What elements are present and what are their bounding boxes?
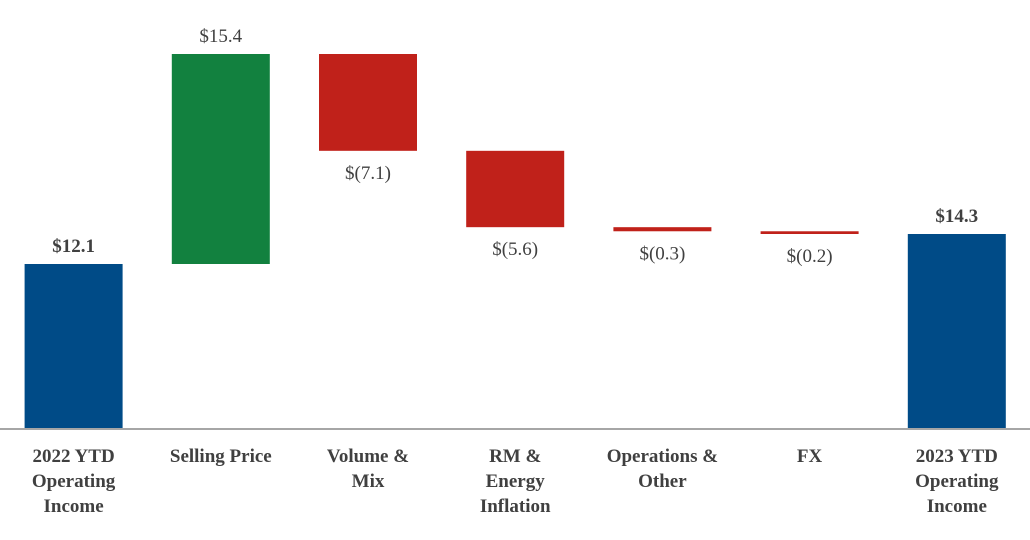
value-label: $(0.3) bbox=[639, 243, 685, 264]
bar bbox=[24, 264, 123, 429]
bar bbox=[466, 150, 565, 228]
x-tick-label: 2022 YTD Operating Income bbox=[31, 446, 116, 517]
x-tick-label: Volume & Mix bbox=[326, 446, 410, 492]
bar bbox=[613, 227, 712, 232]
x-tick-label: FX bbox=[796, 446, 823, 467]
bar bbox=[907, 234, 1006, 429]
value-label: $(5.6) bbox=[492, 239, 538, 260]
value-label: $(7.1) bbox=[345, 163, 391, 184]
x-tick-label: RM & Energy Inflation bbox=[479, 446, 551, 517]
bar bbox=[760, 231, 859, 234]
value-label: $(0.2) bbox=[787, 246, 833, 267]
x-tick-label: Operations & Other bbox=[606, 446, 719, 492]
bar bbox=[171, 54, 270, 264]
value-label: $15.4 bbox=[199, 26, 242, 47]
value-label: $12.1 bbox=[52, 236, 95, 257]
bar bbox=[319, 54, 417, 151]
x-tick-label: Selling Price bbox=[169, 446, 272, 467]
value-label: $14.3 bbox=[935, 206, 978, 227]
x-tick-label: 2023 YTD Operating Income bbox=[915, 446, 999, 517]
